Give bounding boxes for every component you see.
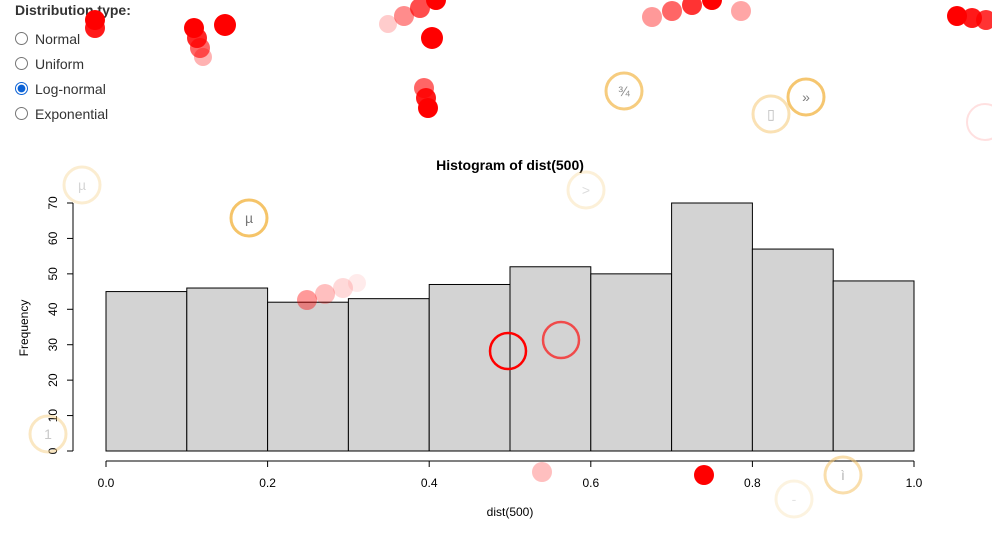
radio-option-exponential[interactable]: Exponential <box>15 101 235 126</box>
distribution-type-control: Distribution type: Normal Uniform Log-no… <box>15 1 235 126</box>
histogram-bar <box>832 280 915 452</box>
histogram-bar <box>428 283 511 452</box>
x-tick-label: 0.2 <box>259 476 276 490</box>
x-tick-label: 0.6 <box>582 476 599 490</box>
x-tick-label: 0.4 <box>421 476 438 490</box>
x-tick-label: 1.0 <box>906 476 923 490</box>
histogram-bar <box>186 287 269 452</box>
radio-normal-label: Normal <box>35 30 81 47</box>
radio-uniform[interactable] <box>15 57 28 70</box>
histogram-bar <box>751 248 834 452</box>
radio-uniform-label: Uniform <box>35 55 85 72</box>
radio-option-uniform[interactable]: Uniform <box>15 51 235 76</box>
radio-exponential[interactable] <box>15 107 28 120</box>
x-tick-label: 0.0 <box>98 476 115 490</box>
histogram-bar <box>671 202 753 452</box>
radio-option-lognormal[interactable]: Log-normal <box>15 76 235 101</box>
x-tick-label: 0.8 <box>744 476 761 490</box>
histogram-bars <box>105 202 915 452</box>
radio-lognormal-label: Log-normal <box>35 80 106 97</box>
y-tick-label: 40 <box>46 302 60 316</box>
radio-exponential-label: Exponential <box>35 105 109 122</box>
y-axis: 0 10 20 30 40 50 60 70 <box>46 196 74 454</box>
histogram-bar <box>590 273 673 452</box>
x-axis-label: dist(500) <box>487 505 534 519</box>
y-tick-label: 60 <box>46 231 60 245</box>
histogram-bar <box>509 266 592 452</box>
y-tick-label: 20 <box>46 373 60 387</box>
y-tick-label: 0 <box>46 447 60 454</box>
radio-lognormal[interactable] <box>15 82 28 95</box>
histogram-bar <box>105 291 188 452</box>
chart-title: Histogram of dist(500) <box>436 157 584 173</box>
radio-normal[interactable] <box>15 32 28 45</box>
y-tick-label: 50 <box>46 267 60 281</box>
y-tick-label: 10 <box>46 409 60 423</box>
x-axis: 0.0 0.2 0.4 0.6 0.8 1.0 <box>98 460 923 490</box>
y-tick-label: 70 <box>46 196 60 210</box>
histogram-bar <box>347 298 430 452</box>
y-tick-label: 30 <box>46 338 60 352</box>
y-axis-label: Frequency <box>17 300 31 357</box>
histogram-bar <box>267 301 349 452</box>
radio-option-normal[interactable]: Normal <box>15 26 235 51</box>
